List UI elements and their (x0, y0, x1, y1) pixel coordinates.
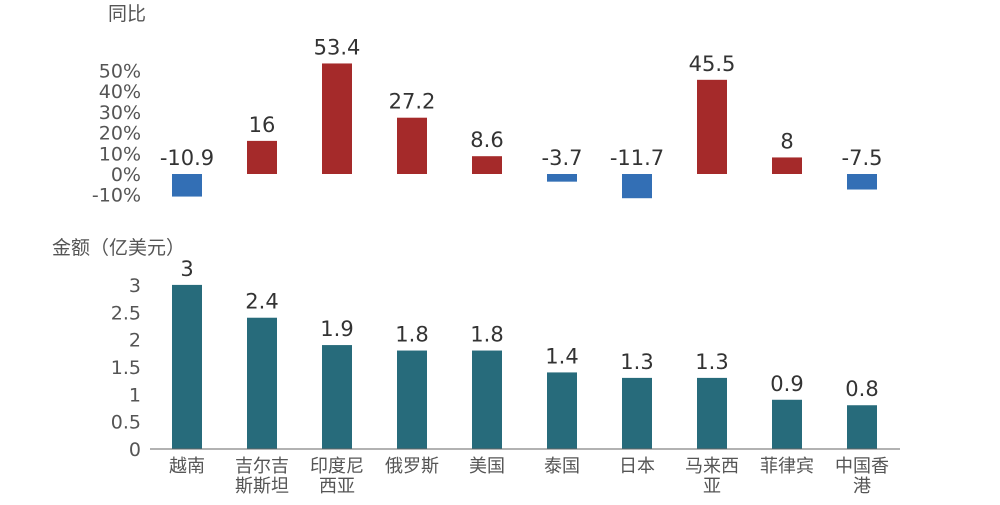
yoy-value-label: 27.2 (389, 90, 436, 114)
amount-y-tick-label: 1 (129, 384, 141, 406)
category-label: 俄罗斯 (385, 456, 439, 477)
category-label: 印度尼西亚 (310, 456, 364, 497)
amount-value-label: 1.3 (620, 350, 653, 374)
yoy-y-tick-label: 20% (99, 123, 141, 145)
yoy-y-tick-label: 40% (99, 81, 141, 103)
yoy-bar (322, 63, 352, 174)
yoy-bar (697, 79, 727, 174)
yoy-value-label: -10.9 (160, 146, 214, 170)
yoy-value-labels: -10.9 16 53.4 27.2 8.6 -3.7 -11.7 45.5 8 -7.5 (160, 35, 883, 170)
yoy-y-tick-label: -10% (92, 185, 141, 207)
category-label: 中国香港 (835, 456, 889, 497)
amount-bar (697, 377, 727, 449)
yoy-bar (172, 174, 202, 197)
category-label: 吉尔吉斯斯坦 (235, 456, 289, 497)
amount-y-tick-label: 1.5 (111, 357, 141, 379)
amount-y-tick-label: 0 (129, 439, 141, 461)
amount-y-tick-label: 2 (129, 330, 141, 352)
amount-bars (172, 284, 877, 449)
yoy-axis-title: 同比 (108, 3, 146, 25)
amount-bar (322, 345, 352, 449)
amount-bar (547, 372, 577, 449)
amount-bar (772, 399, 802, 449)
category-label: 日本 (619, 456, 655, 477)
amount-value-label: 1.3 (695, 350, 728, 374)
amount-y-tick-label: 2.5 (111, 302, 141, 324)
yoy-panel: 同比 -10%0%10%20%30%40%50% -10.9 16 53.4 27.2… (92, 3, 883, 207)
amount-y-ticks: 0 0.5 1 1.5 2 2.5 3 (111, 275, 141, 461)
yoy-y-ticks: -10%0%10%20%30%40%50% (92, 61, 141, 207)
yoy-y-tick-label: 30% (99, 102, 141, 124)
yoy-value-label: -7.5 (842, 146, 883, 170)
yoy-value-label: 8 (780, 129, 793, 153)
yoy-bar (622, 174, 652, 199)
yoy-bar (247, 140, 277, 174)
amount-value-label: 3 (180, 257, 193, 281)
category-label: 美国 (469, 456, 505, 477)
amount-bar (397, 350, 427, 449)
amount-value-label: 1.8 (395, 323, 428, 347)
category-label: 泰国 (544, 456, 580, 477)
category-label: 菲律宾 (760, 456, 814, 477)
amount-value-label: 1.4 (545, 344, 578, 368)
yoy-y-tick-label: 10% (99, 143, 141, 165)
amount-bar (247, 317, 277, 449)
yoy-value-label: -3.7 (542, 146, 583, 170)
category-label: 马来西亚 (685, 456, 739, 497)
yoy-value-label: 8.6 (470, 128, 503, 152)
yoy-y-tick-label: 50% (99, 61, 141, 83)
yoy-value-label: -11.7 (610, 146, 664, 170)
amount-value-label: 0.8 (845, 377, 878, 401)
amount-y-tick-label: 0.5 (111, 412, 141, 434)
amount-bar (472, 350, 502, 449)
yoy-bars (172, 63, 877, 199)
yoy-value-label: 53.4 (314, 35, 361, 59)
amount-y-tick-label: 3 (129, 275, 141, 297)
yoy-bar (547, 174, 577, 182)
yoy-y-tick-label: 0% (111, 164, 141, 186)
amount-value-label: 1.9 (320, 317, 353, 341)
amount-value-label: 1.8 (470, 323, 503, 347)
amount-value-label: 0.9 (770, 372, 803, 396)
amount-axis-title: 金额（亿美元） (52, 237, 185, 259)
amount-panel: 金额（亿美元） 0 0.5 1 1.5 2 2.5 3 3 2.4 1.9 1.8 1.8 1.4 1.… (52, 237, 900, 497)
amount-bar (172, 284, 202, 449)
amount-value-label: 2.4 (245, 290, 278, 314)
amount-bar (847, 405, 877, 449)
yoy-bar (772, 157, 802, 174)
yoy-bar (397, 117, 427, 174)
amount-bar (622, 377, 652, 449)
yoy-value-label: 16 (249, 113, 276, 137)
yoy-bar (847, 174, 877, 190)
yoy-bar (472, 156, 502, 174)
category-label: 越南 (169, 456, 205, 477)
amount-value-labels: 3 2.4 1.9 1.8 1.8 1.4 1.3 1.3 0.9 0.8 (180, 257, 878, 401)
yoy-value-label: 45.5 (689, 52, 736, 76)
